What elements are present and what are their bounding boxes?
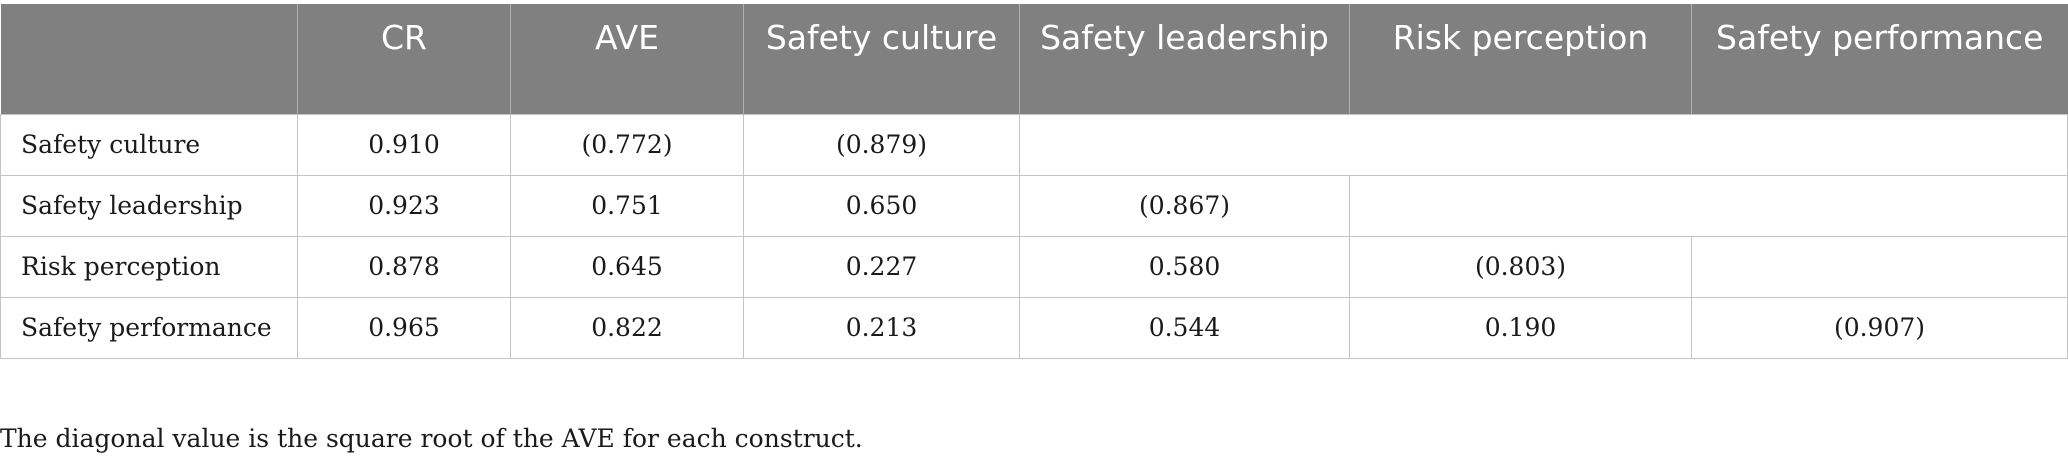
- row-label: Safety performance: [0, 296, 298, 359]
- table-row: Safety leadership 0.923 0.751 0.650 (0.8…: [0, 174, 2068, 237]
- value-cell: 0.580: [1019, 235, 1350, 298]
- table-row: Risk perception 0.878 0.645 0.227 0.580 …: [0, 235, 2068, 298]
- value-cell: (0.879): [743, 113, 1020, 176]
- value-cell: 0.213: [743, 296, 1020, 359]
- value-cell: 0.190: [1349, 296, 1692, 359]
- table-footnote: The diagonal value is the square root of…: [0, 424, 863, 453]
- table-body: Safety culture 0.910 (0.772) (0.879) Saf…: [0, 113, 2068, 359]
- header-corner: [0, 4, 298, 114]
- table-row: Safety culture 0.910 (0.772) (0.879): [0, 113, 2068, 176]
- row-label: Risk perception: [0, 235, 298, 298]
- empty-cell: [1349, 174, 2068, 237]
- header-safety-leadership: Safety leadership: [1019, 4, 1350, 114]
- ave-cell: 0.645: [510, 235, 744, 298]
- cr-cell: 0.910: [297, 113, 511, 176]
- cr-cell: 0.878: [297, 235, 511, 298]
- table-header: CR AVE Safety culture Safety leadership …: [0, 4, 2068, 114]
- ave-cell: (0.772): [510, 113, 744, 176]
- empty-cell: [1019, 113, 2068, 176]
- ave-cell: 0.822: [510, 296, 744, 359]
- value-cell: (0.867): [1019, 174, 1350, 237]
- header-risk-perception: Risk perception: [1349, 4, 1692, 114]
- header-ave: AVE: [510, 4, 744, 114]
- header-safety-performance: Safety performance: [1691, 4, 2068, 114]
- header-safety-culture: Safety culture: [743, 4, 1020, 114]
- table-row: Safety performance 0.965 0.822 0.213 0.5…: [0, 296, 2068, 359]
- header-row: CR AVE Safety culture Safety leadership …: [0, 4, 2068, 114]
- cr-cell: 0.923: [297, 174, 511, 237]
- row-label: Safety culture: [0, 113, 298, 176]
- empty-cell: [1691, 235, 2068, 298]
- value-cell: (0.803): [1349, 235, 1692, 298]
- value-cell: 0.227: [743, 235, 1020, 298]
- value-cell: 0.544: [1019, 296, 1350, 359]
- header-cr: CR: [297, 4, 511, 114]
- row-label: Safety leadership: [0, 174, 298, 237]
- value-cell: 0.650: [743, 174, 1020, 237]
- ave-cell: 0.751: [510, 174, 744, 237]
- value-cell: (0.907): [1691, 296, 2068, 359]
- correlation-table: CR AVE Safety culture Safety leadership …: [0, 4, 2068, 359]
- cr-cell: 0.965: [297, 296, 511, 359]
